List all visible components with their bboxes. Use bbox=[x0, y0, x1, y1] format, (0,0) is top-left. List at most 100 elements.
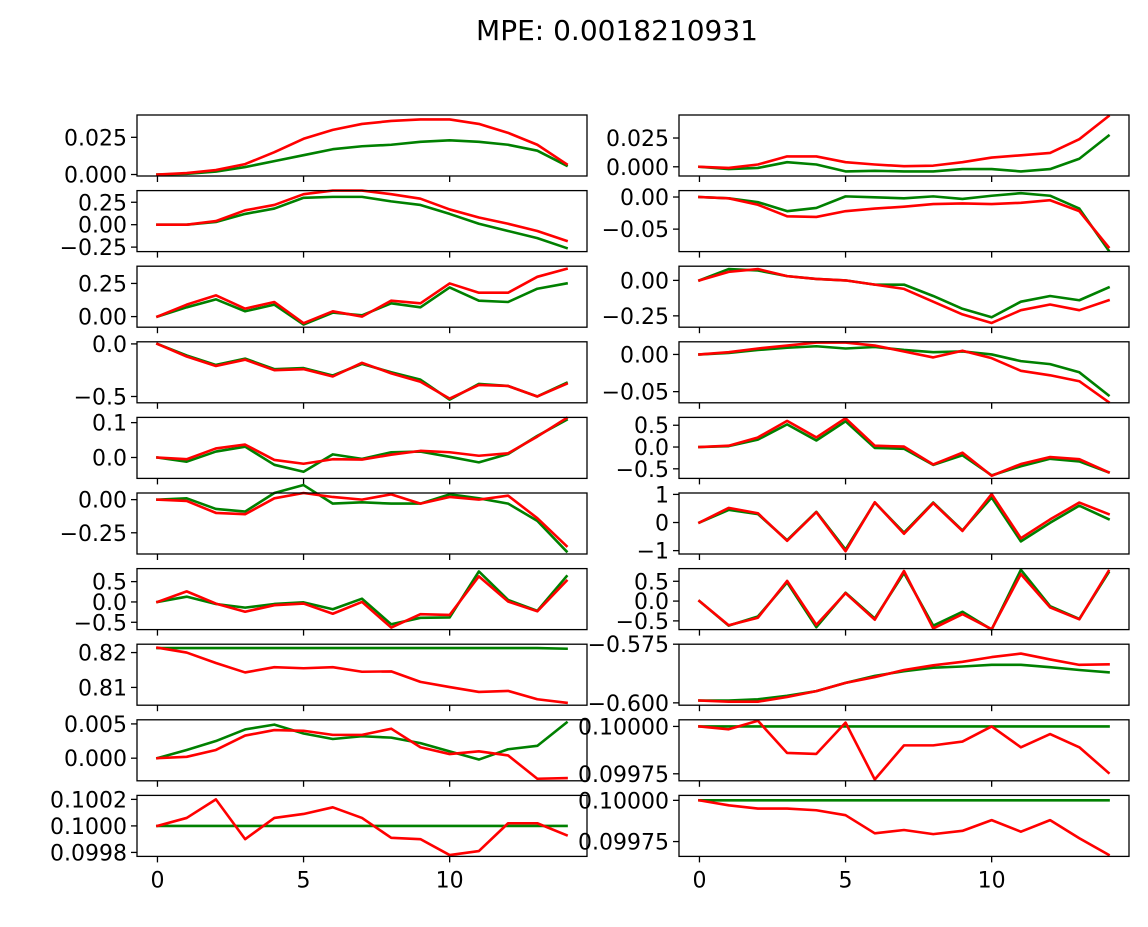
axes-frame bbox=[678, 114, 1130, 177]
axes-frame bbox=[136, 719, 588, 782]
series-line-2 bbox=[697, 569, 1111, 631]
y-tick-label: 0.81 bbox=[78, 676, 127, 701]
y-tick-label: −0.5 bbox=[616, 458, 669, 483]
axes-frame bbox=[678, 794, 1130, 858]
axes-frame bbox=[678, 492, 1130, 555]
axes-frame bbox=[136, 341, 588, 404]
y-tick-label: 0.1 bbox=[92, 412, 127, 437]
series-line-2 bbox=[156, 491, 569, 548]
subplot-20: 0.09975 0.10000 0 5 10 bbox=[578, 789, 1130, 893]
y-tick-label: 0.1002 bbox=[50, 788, 127, 813]
series-line-2 bbox=[697, 267, 1111, 325]
series-line-1 bbox=[155, 418, 569, 474]
y-tick-label: 0.25 bbox=[78, 272, 127, 297]
subplot-10: −0.50.00.5 bbox=[616, 414, 1130, 485]
subplot-2: 0.000 0.025 bbox=[606, 114, 1130, 182]
y-tick-label: −0.5 bbox=[74, 385, 127, 410]
y-tick-label: 0.82 bbox=[78, 642, 127, 667]
y-tick-label: 0.00 bbox=[620, 343, 669, 368]
y-tick-label: −0.25 bbox=[60, 236, 127, 261]
subplot-9: 0.00.1 bbox=[92, 412, 588, 485]
axes-frame bbox=[678, 189, 1130, 253]
y-tick-label: −0.25 bbox=[60, 522, 127, 547]
y-tick-label: 0.0 bbox=[92, 446, 127, 471]
y-tick-label: 0.25 bbox=[78, 191, 127, 216]
y-tick-label: 0.09975 bbox=[578, 831, 669, 856]
x-tick-label: 0 bbox=[150, 868, 164, 893]
axes-frame bbox=[136, 416, 588, 480]
series-line-2 bbox=[155, 267, 569, 325]
subplot-8: −0.05 0.00 bbox=[602, 341, 1130, 409]
x-tick-label: 10 bbox=[436, 868, 464, 893]
axes-frame bbox=[678, 416, 1130, 480]
series-line-1 bbox=[156, 195, 569, 250]
axes-frame bbox=[136, 265, 588, 328]
series-line-2 bbox=[155, 342, 569, 400]
y-tick-label: −0.05 bbox=[602, 218, 669, 243]
y-tick-label: −1 bbox=[637, 540, 669, 565]
y-tick-label: 0.5 bbox=[634, 570, 669, 595]
series-line-1 bbox=[698, 344, 1111, 398]
y-tick-label: 0.10000 bbox=[578, 789, 669, 814]
series-line-2 bbox=[698, 114, 1111, 170]
y-tick-label: 0.005 bbox=[64, 713, 127, 738]
series-line-2 bbox=[156, 416, 569, 466]
y-tick-label: 0.00 bbox=[78, 214, 127, 239]
axes-frame bbox=[678, 643, 1130, 706]
subplot-15: 0.81 0.82 bbox=[78, 642, 588, 712]
x-tick-label: 0 bbox=[692, 868, 706, 893]
axes-frame bbox=[678, 341, 1130, 404]
y-tick-label: 0.025 bbox=[606, 127, 669, 152]
axes-frame bbox=[136, 643, 588, 706]
series-line-1 bbox=[156, 483, 569, 554]
y-tick-label: 0.0 bbox=[634, 436, 669, 461]
y-tick-label: 0.00 bbox=[620, 269, 669, 294]
subplot-7: −0.5 0.0 bbox=[74, 333, 588, 410]
subplot-14: −0.50.00.5 bbox=[616, 567, 1130, 636]
subplot-16: −0.600 −0.575 bbox=[588, 633, 1130, 717]
y-tick-label: 0.0 bbox=[92, 591, 127, 616]
series-line-1 bbox=[697, 568, 1111, 631]
subplot-11: −0.25 0.00 bbox=[60, 483, 588, 560]
series-line-1 bbox=[698, 191, 1111, 253]
series-line-1 bbox=[155, 281, 569, 326]
series-line-1 bbox=[697, 267, 1111, 319]
y-tick-label: 0.00 bbox=[620, 186, 669, 211]
axes-frame bbox=[678, 567, 1130, 631]
y-tick-label: 1 bbox=[655, 483, 669, 508]
series-line-2 bbox=[698, 416, 1111, 478]
y-tick-label: 0.000 bbox=[64, 747, 127, 772]
y-tick-label: 0.1000 bbox=[50, 815, 127, 840]
subplot-3: −0.250.000.25 bbox=[60, 189, 588, 261]
axes-frame bbox=[136, 567, 588, 631]
y-tick-label: −0.5 bbox=[74, 611, 127, 636]
series-line-2 bbox=[697, 798, 1111, 857]
y-tick-label: 0.000 bbox=[64, 164, 127, 189]
x-tick-label: 5 bbox=[839, 868, 853, 893]
series-line-2 bbox=[698, 652, 1110, 703]
series-line-1 bbox=[698, 133, 1111, 173]
x-tick-label: 5 bbox=[297, 868, 311, 893]
subplot-4: −0.05 0.00 bbox=[602, 186, 1130, 258]
y-tick-label: 0.000 bbox=[606, 156, 669, 181]
y-tick-label: 0.5 bbox=[634, 414, 669, 439]
y-tick-label: 0.09975 bbox=[578, 763, 669, 788]
series-line-2 bbox=[697, 492, 1111, 553]
series-line-1 bbox=[156, 646, 568, 651]
y-tick-label: −0.25 bbox=[602, 305, 669, 330]
y-tick-label: 0.10000 bbox=[578, 715, 669, 740]
series-line-1 bbox=[698, 420, 1111, 477]
subplot-5: 0.00 0.25 bbox=[78, 265, 588, 334]
series-line-2 bbox=[698, 195, 1111, 249]
y-tick-label: −0.600 bbox=[588, 692, 669, 717]
figure-title: MPE: 0.0018210931 bbox=[476, 14, 758, 47]
subplot-17: 0.000 0.005 bbox=[64, 713, 588, 787]
series-line-2 bbox=[155, 798, 569, 857]
y-tick-label: 0.00 bbox=[78, 306, 127, 331]
axes-frame bbox=[678, 265, 1130, 328]
series-line-1 bbox=[697, 496, 1111, 551]
subplot-13: −0.50.00.5 bbox=[74, 567, 588, 636]
axes-frame bbox=[136, 189, 588, 253]
